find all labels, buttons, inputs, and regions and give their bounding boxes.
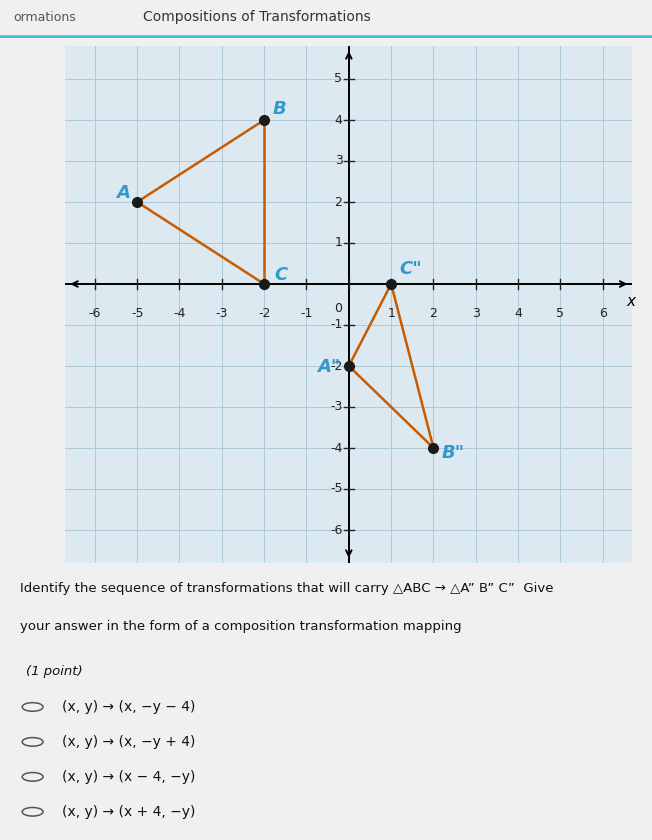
Text: -4: -4	[173, 307, 186, 319]
Text: 1: 1	[387, 307, 395, 319]
Text: 4: 4	[514, 307, 522, 319]
Text: A": A"	[317, 358, 340, 376]
Text: -3: -3	[330, 401, 342, 413]
Text: (1 point): (1 point)	[26, 665, 83, 678]
Text: C": C"	[400, 260, 422, 278]
Text: -2: -2	[258, 307, 271, 319]
Text: (x, y) → (x, −y + 4): (x, y) → (x, −y + 4)	[62, 735, 196, 749]
Text: -2: -2	[330, 360, 342, 372]
Text: (x, y) → (x, −y − 4): (x, y) → (x, −y − 4)	[62, 701, 196, 714]
Text: -6: -6	[89, 307, 101, 319]
Text: A: A	[116, 184, 130, 202]
Text: 2: 2	[334, 196, 342, 208]
Text: x: x	[626, 294, 635, 309]
Text: 3: 3	[334, 155, 342, 167]
Text: Compositions of Transformations: Compositions of Transformations	[143, 10, 371, 24]
Text: -5: -5	[330, 482, 342, 496]
Text: B": B"	[442, 444, 465, 462]
Text: -4: -4	[330, 442, 342, 454]
Text: -1: -1	[301, 307, 313, 319]
Text: your answer in the form of a composition transformation mapping: your answer in the form of a composition…	[20, 620, 461, 633]
Text: 5: 5	[556, 307, 565, 319]
Text: 6: 6	[599, 307, 607, 319]
Text: 4: 4	[334, 113, 342, 127]
Text: 2: 2	[430, 307, 437, 319]
Text: -1: -1	[330, 318, 342, 332]
Text: 5: 5	[334, 72, 342, 86]
Text: 0: 0	[334, 302, 342, 316]
Text: -5: -5	[131, 307, 143, 319]
Text: Identify the sequence of transformations that will carry △ABC → △A” B” C”  Give: Identify the sequence of transformations…	[20, 582, 553, 595]
Text: 1: 1	[334, 237, 342, 249]
Text: C: C	[274, 266, 288, 284]
Text: B: B	[273, 100, 286, 118]
Text: (x, y) → (x + 4, −y): (x, y) → (x + 4, −y)	[62, 805, 196, 819]
Text: -3: -3	[216, 307, 228, 319]
Text: (x, y) → (x − 4, −y): (x, y) → (x − 4, −y)	[62, 770, 196, 784]
Text: -6: -6	[330, 523, 342, 537]
Text: ormations: ormations	[13, 11, 76, 24]
Text: 3: 3	[472, 307, 480, 319]
